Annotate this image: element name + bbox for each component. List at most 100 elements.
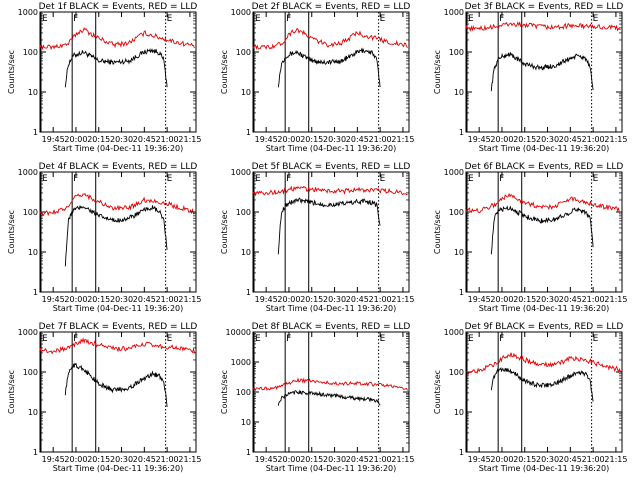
y-axis-label: Counts/sec	[433, 370, 442, 414]
y-axis-label: Counts/sec	[220, 210, 229, 254]
x-tick-label: 20:45	[133, 295, 156, 304]
x-tick-label: 20:00	[490, 135, 513, 144]
y-tick-label: 10	[241, 248, 251, 257]
time-marker-label: F	[286, 14, 291, 24]
y-tick-label: 1000	[18, 328, 38, 337]
x-tick-label: 20:00	[490, 295, 513, 304]
x-tick-label: 21:00	[156, 135, 179, 144]
series-line-lld	[39, 193, 195, 217]
x-tick-label: 20:15	[513, 455, 536, 464]
y-tick-label: 10000	[226, 328, 251, 337]
x-tick-label: 19:45	[42, 455, 65, 464]
y-axis-label: Counts/sec	[7, 370, 16, 414]
series-line-events	[490, 367, 594, 402]
plot-frame	[252, 11, 410, 133]
x-tick-label: 19:45	[468, 135, 491, 144]
y-tick-label: 1000	[231, 168, 251, 177]
y-axis-label: Counts/sec	[433, 210, 442, 254]
time-marker-label: E	[380, 14, 386, 24]
time-marker-label: E	[167, 334, 173, 344]
x-axis-label: Start Time (04-Dec-11 19:36:20)	[479, 304, 610, 313]
x-tick-label: 20:00	[64, 135, 87, 144]
x-tick-label: 20:00	[277, 455, 300, 464]
x-tick-label: 20:15	[87, 295, 110, 304]
time-marker-label: E	[42, 14, 48, 24]
plot-frame	[252, 331, 410, 453]
x-tick-label: 21:00	[369, 455, 392, 464]
x-tick-label: 21:15	[604, 295, 627, 304]
y-tick-label: 1	[459, 448, 464, 457]
panel-det-7: Det 7f BLACK = Events, RED = LLD 1 10 100 10…	[7, 322, 201, 473]
panel-title: Det 1f BLACK = Events, RED = LLD	[39, 2, 198, 12]
time-marker-label: E	[593, 174, 599, 184]
x-tick-label: 20:45	[559, 135, 582, 144]
x-tick-label: 21:15	[604, 455, 627, 464]
panel-title: Det 7f BLACK = Events, RED = LLD	[39, 322, 198, 332]
x-axis-label: Start Time (04-Dec-11 19:36:20)	[479, 464, 610, 473]
time-marker-label: E	[593, 14, 599, 24]
x-tick-label: 20:30	[323, 295, 346, 304]
time-marker-label: E	[167, 174, 173, 184]
series-line-lld	[252, 185, 408, 197]
y-tick-label: 1	[33, 128, 38, 137]
x-axis-label: Start Time (04-Dec-11 19:36:20)	[479, 144, 610, 153]
x-tick-label: 21:15	[178, 295, 201, 304]
time-marker-label: F	[499, 14, 504, 24]
x-tick-label: 19:45	[255, 295, 278, 304]
x-tick-label: 20:15	[300, 295, 323, 304]
series-line-lld	[465, 352, 621, 375]
y-axis-label: Counts/sec	[7, 50, 16, 94]
x-tick-label: 21:15	[178, 135, 201, 144]
y-tick-label: 10	[241, 88, 251, 97]
y-tick-label: 1000	[444, 168, 464, 177]
y-tick-label: 1	[246, 288, 251, 297]
y-tick-label: 1	[33, 288, 38, 297]
x-tick-label: 21:15	[391, 135, 414, 144]
panel-det-9: Det 9f BLACK = Events, RED = LLD 1 10 100 10…	[433, 322, 627, 473]
series-line-lld	[252, 377, 408, 392]
plot-frame	[465, 331, 623, 453]
y-tick-label: 1	[33, 448, 38, 457]
x-tick-label: 19:45	[255, 455, 278, 464]
x-tick-label: 20:45	[133, 455, 156, 464]
x-tick-label: 21:00	[369, 135, 392, 144]
time-marker-label: E	[468, 334, 474, 344]
x-tick-label: 20:45	[346, 295, 369, 304]
series-line-events	[277, 47, 381, 88]
y-tick-label: 1000	[444, 328, 464, 337]
x-tick-label: 21:00	[582, 295, 605, 304]
x-tick-label: 21:00	[369, 295, 392, 304]
panel-title: Det 5f BLACK = Events, RED = LLD	[252, 162, 411, 172]
series-line-events	[277, 389, 381, 406]
y-tick-label: 1000	[18, 8, 38, 17]
panel-det-6: Det 6f BLACK = Events, RED = LLD 1 10 100 10…	[433, 162, 627, 313]
x-tick-label: 21:15	[604, 135, 627, 144]
series-line-events	[64, 205, 168, 267]
y-tick-label: 1	[459, 288, 464, 297]
panel-det-4: Det 4f BLACK = Events, RED = LLD 1 10 100 10…	[7, 162, 201, 313]
time-marker-label: E	[42, 174, 48, 184]
x-tick-label: 21:00	[156, 295, 179, 304]
y-tick-label: 100	[23, 48, 38, 57]
y-tick-label: 1000	[18, 168, 38, 177]
y-tick-label: 10	[28, 248, 38, 257]
x-axis-label: Start Time (04-Dec-11 19:36:20)	[53, 144, 184, 153]
x-tick-label: 21:00	[582, 135, 605, 144]
x-tick-label: 20:15	[87, 455, 110, 464]
y-tick-label: 100	[236, 208, 251, 217]
panel-det-2: Det 2f BLACK = Events, RED = LLD 1 10 100 10…	[220, 2, 414, 153]
panel-det-1: Det 1f BLACK = Events, RED = LLD 1 10 100 10…	[7, 2, 201, 153]
x-tick-label: 20:30	[110, 455, 133, 464]
time-marker-label: E	[167, 14, 173, 24]
series-line-lld	[39, 337, 195, 355]
y-axis-label: Counts/sec	[433, 50, 442, 94]
y-tick-label: 1	[459, 128, 464, 137]
panel-title: Det 9f BLACK = Events, RED = LLD	[465, 322, 624, 332]
y-tick-label: 100	[236, 388, 251, 397]
time-marker-label: E	[255, 14, 261, 24]
time-marker-label: E	[593, 334, 599, 344]
x-tick-label: 20:30	[323, 455, 346, 464]
y-tick-label: 100	[23, 368, 38, 377]
time-marker-label: E	[42, 334, 48, 344]
time-marker-label: E	[468, 174, 474, 184]
